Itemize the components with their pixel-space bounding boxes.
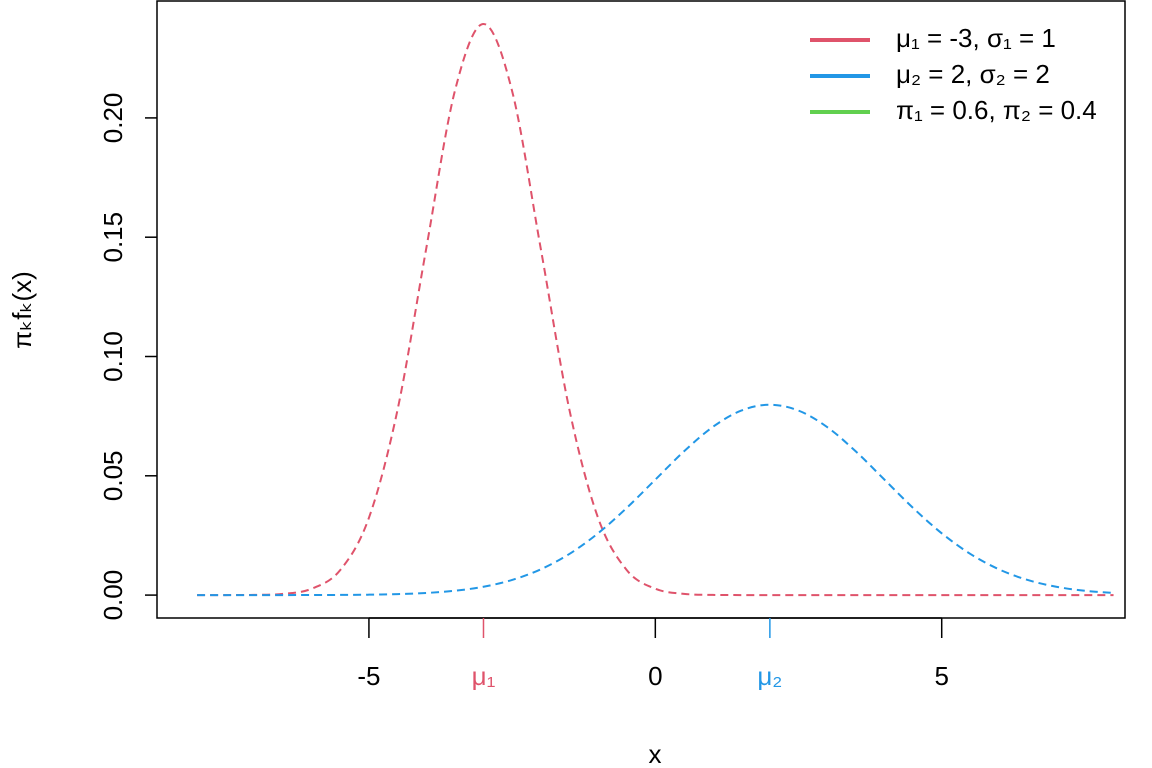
x-tick-label: 0 <box>648 661 662 691</box>
x-tick-label: μ₁ <box>472 661 496 691</box>
y-axis-label: πₖfₖ(x) <box>7 271 37 349</box>
plot-box <box>156 0 1126 619</box>
curve <box>197 403 1114 597</box>
y-tick-label: 0.10 <box>98 331 128 382</box>
y-tick-label: 0.05 <box>98 450 128 501</box>
x-tick-label: μ₂ <box>757 661 782 691</box>
y-tick-label: 0.15 <box>98 212 128 263</box>
legend-label: π₁ = 0.6, π₂ = 0.4 <box>896 95 1097 125</box>
curve <box>197 22 1114 597</box>
y-tick-label: 0.20 <box>98 93 128 144</box>
x-axis-label: x <box>649 739 662 768</box>
x-tick-label: 5 <box>934 661 948 691</box>
y-tick-label: 0.00 <box>98 570 128 621</box>
legend-label: μ₁ = -3, σ₁ = 1 <box>896 23 1056 53</box>
x-tick-label: -5 <box>357 661 380 691</box>
legend-label: μ₂ = 2, σ₂ = 2 <box>896 59 1050 89</box>
